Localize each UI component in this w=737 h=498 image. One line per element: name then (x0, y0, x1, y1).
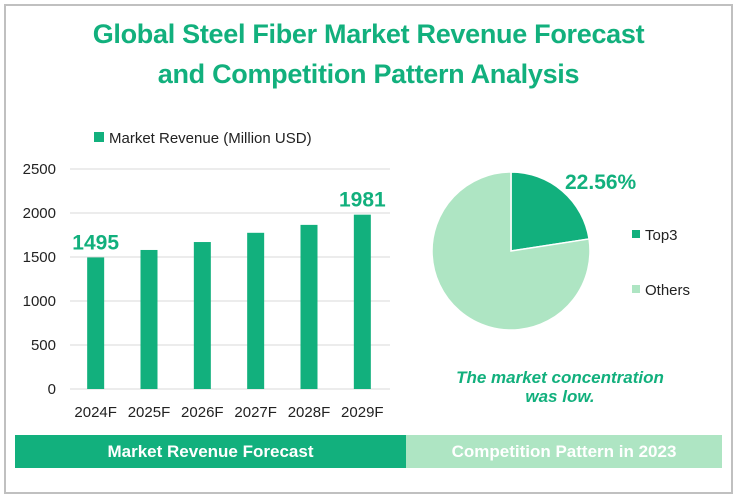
x-tick-label: 2025F (128, 404, 171, 421)
x-tick-label: 2024F (74, 404, 117, 421)
bar-2028F (300, 224, 318, 389)
footer-bar-chart-title: Market Revenue Forecast (15, 435, 406, 468)
y-tick-label: 2500 (23, 161, 56, 178)
y-tick-label: 2000 (23, 205, 56, 222)
bar-legend: Market Revenue (Million USD) (94, 130, 312, 147)
x-tick-label: 2026F (181, 404, 224, 421)
bar-data-label-2029F: 1981 (339, 189, 386, 212)
bar-gridlines (70, 168, 390, 390)
bar-data-label-2024F: 1495 (72, 231, 119, 254)
title-line-1: Global Steel Fiber Market Revenue Foreca… (92, 19, 645, 49)
x-tick-label: 2028F (288, 404, 331, 421)
note-line-2: was low. (525, 387, 595, 406)
pie-legend-label-others: Others (645, 282, 690, 299)
bar-series (87, 214, 371, 389)
pie-legend-swatch-others (632, 285, 640, 293)
bar-2029F (353, 214, 371, 389)
page-title: Global Steel Fiber Market Revenue Foreca… (0, 14, 737, 94)
y-tick-label: 0 (48, 381, 56, 398)
y-tick-label: 1000 (23, 293, 56, 310)
x-tick-label: 2029F (341, 404, 384, 421)
bar-2025F (140, 249, 158, 389)
bar-2024F (87, 257, 105, 389)
title-line-2: and Competition Pattern Analysis (157, 59, 580, 89)
pie-legend-label-top3: Top3 (645, 227, 678, 244)
bar-2026F (193, 242, 211, 389)
y-tick-label: 1500 (23, 249, 56, 266)
x-tick-label: 2027F (234, 404, 277, 421)
pie-chart (431, 171, 591, 331)
conclusion-note: The market concentration was low. (415, 368, 705, 406)
pie-legend-swatch-top3 (632, 230, 640, 238)
note-line-1: The market concentration (456, 368, 664, 387)
bar-x-axis: 2024F 2025F 2026F 2027F 2028F 2029F (74, 404, 383, 421)
footer-pie-chart-title: Competition Pattern in 2023 (406, 435, 722, 468)
bar-2027F (247, 232, 265, 389)
chart-frame (4, 4, 733, 494)
bar-y-axis: 0 500 1000 1500 2000 2500 (23, 161, 56, 398)
bar-data-labels: 1495 1981 (72, 189, 386, 255)
y-tick-label: 500 (31, 337, 56, 354)
pie-legend: Top3 Others (632, 227, 690, 299)
pie-data-label-top3: 22.56% (565, 171, 637, 194)
pie-slice-others (431, 171, 591, 331)
pie-slice-top3 (510, 171, 590, 252)
bar-legend-swatch (94, 132, 104, 142)
bar-legend-label: Market Revenue (Million USD) (109, 130, 312, 147)
